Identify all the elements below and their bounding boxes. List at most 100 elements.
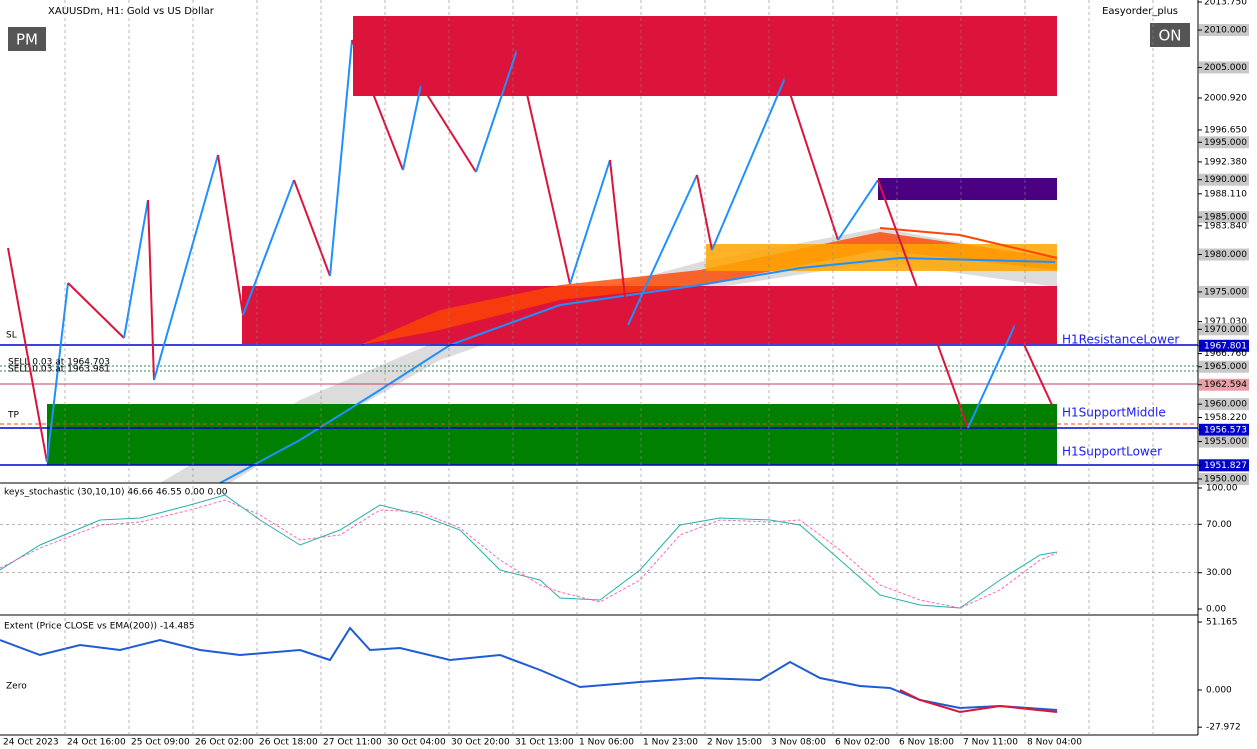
- zigzag-segment: [696, 174, 713, 251]
- zigzag-segment: [420, 84, 477, 173]
- indicator-title: Extent (Price CLOSE vs EMA(200)) -14.485: [4, 622, 195, 632]
- time-label: 1 Nov 06:00: [579, 738, 634, 748]
- zigzag-segment: [46, 282, 69, 463]
- stoch-label: 70.00: [1206, 520, 1232, 530]
- zigzag-segment: [147, 199, 155, 381]
- zigzag-segment: [627, 174, 698, 326]
- zigzag-segment: [329, 39, 353, 277]
- zigzag-segment: [67, 282, 125, 339]
- price-label-box: [1199, 61, 1249, 74]
- zigzag-segment: [837, 179, 879, 241]
- resistance-zone-lower: [242, 286, 1057, 344]
- time-label: 8 Nov 04:00: [1027, 738, 1082, 748]
- zigzag-segment: [475, 49, 518, 173]
- pm-button[interactable]: [8, 27, 46, 51]
- zigzag-segment: [516, 49, 571, 285]
- expert-name: Easyorder_plus: [1102, 6, 1178, 17]
- zigzag-segment: [967, 324, 1016, 429]
- price-label-box: [1199, 173, 1249, 186]
- ema-line: [219, 256, 1056, 484]
- price-label: 2005.000: [1204, 63, 1247, 73]
- time-label: 7 Nov 11:00: [963, 738, 1018, 748]
- price-label-box: [1199, 435, 1249, 448]
- zigzag: [7, 39, 1053, 463]
- time-label: 26 Oct 02:00: [195, 738, 254, 748]
- extent-label: 0.000: [1206, 686, 1232, 696]
- extent-label: 51.165: [1206, 618, 1238, 628]
- price-label-box: [1199, 285, 1249, 298]
- price-label-box: [1199, 323, 1249, 336]
- price-label-box: [1199, 360, 1249, 373]
- support-zone: [47, 404, 1057, 465]
- zigzag-segment: [153, 154, 219, 381]
- zone-label: H1SupportMiddle: [1062, 406, 1166, 420]
- zigzag-segment: [402, 84, 422, 171]
- price-label: 1965.000: [1204, 362, 1247, 372]
- time-label: 2 Nov 15:00: [707, 738, 762, 748]
- price-label: 1962.594: [1204, 380, 1247, 390]
- price-label-box: [1199, 24, 1249, 37]
- price-label: 1995.000: [1204, 138, 1247, 148]
- price-label: 1971.030: [1204, 317, 1247, 327]
- price-label: 1950.000: [1204, 474, 1247, 484]
- price-label: 1985.000: [1204, 213, 1247, 223]
- zigzag-segment: [877, 179, 969, 429]
- zigzag-segment: [784, 77, 839, 241]
- extent-label: -27.972: [1206, 723, 1241, 733]
- price-label-box: [1199, 459, 1249, 472]
- time-label: 31 Oct 13:00: [515, 738, 574, 748]
- order-label: SELL 0.03 at 1964.703: [8, 358, 110, 368]
- price-label-box: [1199, 472, 1249, 485]
- zigzag-segment: [217, 154, 244, 316]
- pm-button-label[interactable]: PM: [16, 31, 38, 49]
- price-label: 2013.750: [1204, 0, 1247, 8]
- price-label: 1966.760: [1204, 349, 1247, 359]
- price-label: 1983.840: [1204, 221, 1247, 231]
- price-label: 1980.000: [1204, 250, 1247, 260]
- sl-label: SL: [6, 331, 17, 341]
- zone-label: H1ResistanceLower: [1062, 333, 1179, 347]
- time-label: 24 Oct 16:00: [67, 738, 126, 748]
- order-label: SELL 0.03 at 1963.981: [8, 365, 110, 375]
- tp-label: TP: [7, 411, 19, 421]
- price-label-box: [1199, 398, 1249, 411]
- zigzag-segment: [711, 77, 786, 251]
- price-label: 1975.000: [1204, 287, 1247, 297]
- indicator-title: keys_stochastic (30,10,10) 46.66 46.55 0…: [4, 488, 228, 498]
- time-label: 27 Oct 11:00: [323, 738, 382, 748]
- symbol-title: XAUUSDm, H1: Gold vs US Dollar: [48, 6, 215, 17]
- price-label: 2000.920: [1204, 93, 1247, 103]
- price-label-box: [1199, 211, 1249, 224]
- zigzag-segment: [351, 39, 404, 171]
- zone-orange: [706, 244, 1057, 271]
- zigzag-segment: [293, 179, 331, 277]
- price-label: 1951.827: [1204, 461, 1247, 471]
- price-label: 1967.801: [1204, 341, 1247, 351]
- time-label: 24 Oct 2023: [3, 738, 59, 748]
- price-label-box: [1199, 423, 1249, 436]
- stoch-label: 0.00: [1206, 605, 1226, 615]
- time-label: 6 Nov 18:00: [899, 738, 954, 748]
- zero-label: Zero: [6, 682, 27, 692]
- price-label: 1992.380: [1204, 157, 1247, 167]
- time-label: 6 Nov 02:00: [835, 738, 890, 748]
- price-label: 1970.000: [1204, 325, 1247, 335]
- zone-label: H1SupportLower: [1062, 445, 1162, 459]
- price-label: 2010.000: [1204, 26, 1247, 36]
- price-label: 1955.000: [1204, 437, 1247, 447]
- ema-line-fast: [879, 227, 1058, 259]
- zigzag-segment: [123, 199, 149, 339]
- price-label: 1988.110: [1204, 189, 1247, 199]
- price-label-box: [1199, 378, 1249, 391]
- on-button[interactable]: [1150, 23, 1190, 47]
- stoch-label: 30.00: [1206, 568, 1232, 578]
- on-button-label[interactable]: ON: [1158, 27, 1181, 45]
- price-label: 1990.000: [1204, 175, 1247, 185]
- time-label: 25 Oct 09:00: [131, 738, 190, 748]
- zigzag-segment: [609, 159, 629, 326]
- price-label: 1996.650: [1204, 125, 1247, 135]
- stochastic-main: [0, 494, 1058, 609]
- zigzag-segment: [7, 247, 48, 463]
- zigzag-segment: [242, 179, 295, 316]
